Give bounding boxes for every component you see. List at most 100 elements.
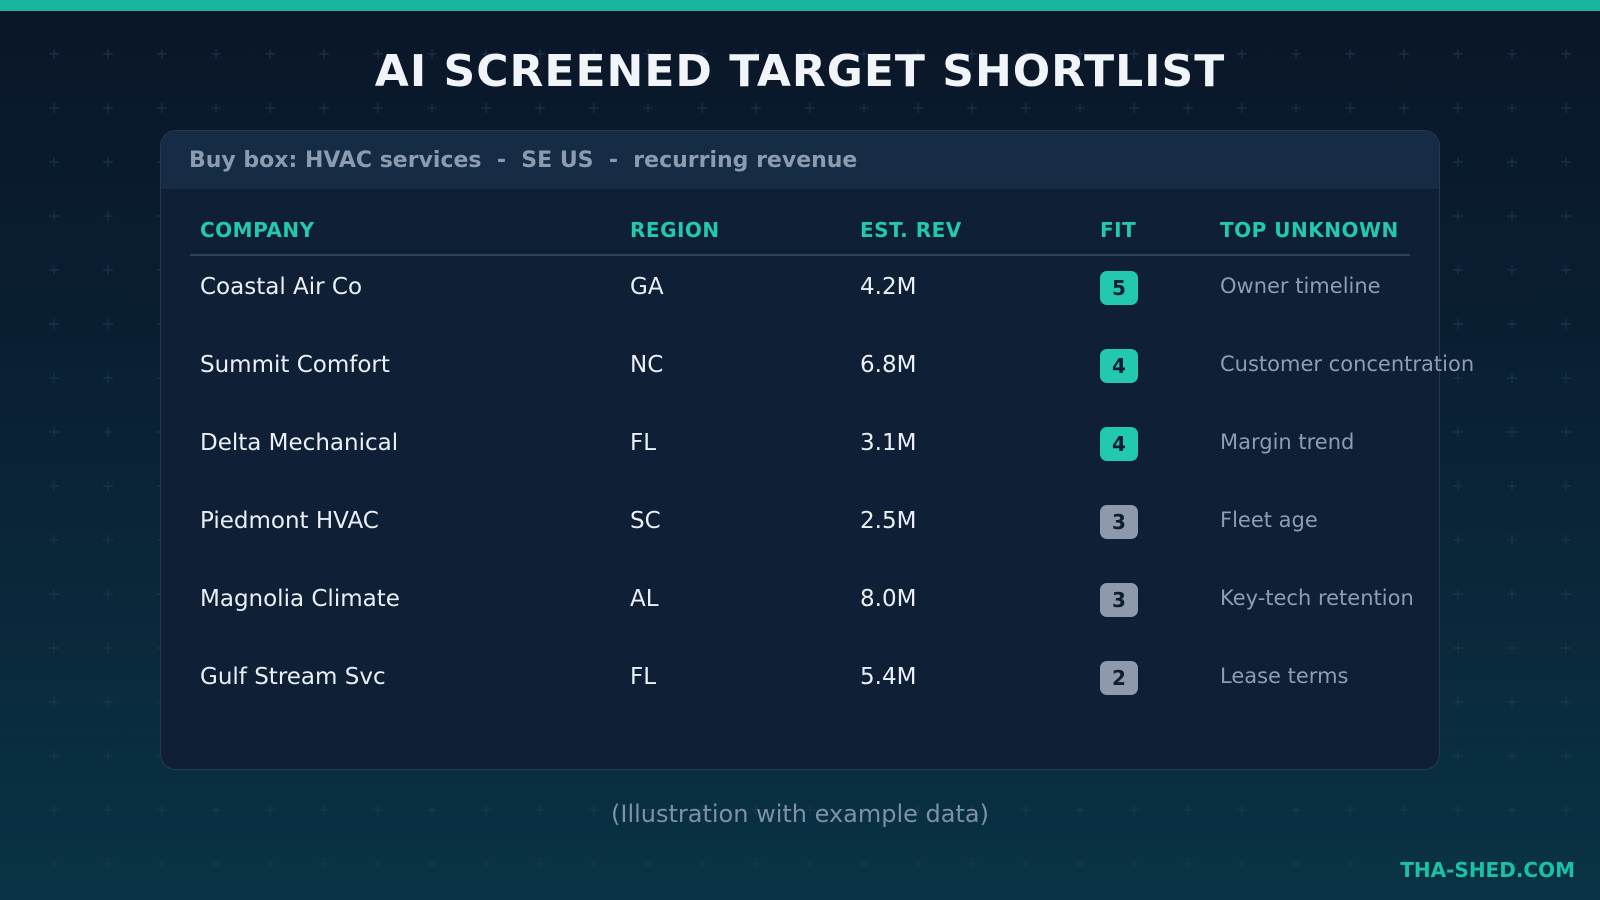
row-top-unknown: Customer concentration xyxy=(1220,352,1475,376)
plus-mark xyxy=(1021,103,1031,113)
plus-mark xyxy=(103,427,113,437)
plus-mark xyxy=(805,805,815,815)
plus-mark xyxy=(49,643,59,653)
plus-mark xyxy=(1291,49,1301,59)
plus-mark xyxy=(1453,157,1463,167)
header-divider xyxy=(190,254,1410,256)
plus-mark xyxy=(1453,859,1463,869)
plus-mark xyxy=(157,103,167,113)
plus-mark xyxy=(697,103,707,113)
plus-mark xyxy=(1561,535,1571,545)
row-company: Piedmont HVAC xyxy=(200,508,379,534)
header-fit: FIT xyxy=(1100,218,1137,242)
plus-mark xyxy=(1291,103,1301,113)
plus-mark xyxy=(49,157,59,167)
footnote: (Illustration with example data) xyxy=(611,800,989,828)
plus-mark xyxy=(1021,49,1031,59)
plus-mark xyxy=(805,859,815,869)
plus-mark xyxy=(1453,589,1463,599)
brand-link[interactable]: THA-SHED.COM xyxy=(1400,858,1575,882)
plus-mark xyxy=(49,103,59,113)
plus-mark xyxy=(49,805,59,815)
plus-mark xyxy=(1453,319,1463,329)
row-region: AL xyxy=(630,586,659,612)
plus-mark xyxy=(1237,805,1247,815)
plus-mark xyxy=(157,49,167,59)
plus-mark xyxy=(1453,49,1463,59)
plus-mark xyxy=(1507,751,1517,761)
buy-box-header: Buy box: HVAC services - SE US - recurri… xyxy=(161,131,1439,189)
fit-score-badge: 4 xyxy=(1100,427,1138,461)
buy-box-label: Buy box: HVAC services - SE US - recurri… xyxy=(189,147,858,173)
plus-mark xyxy=(697,49,707,59)
plus-mark xyxy=(589,859,599,869)
plus-mark xyxy=(1561,589,1571,599)
plus-mark xyxy=(1561,373,1571,383)
plus-mark xyxy=(211,49,221,59)
fit-score-badge: 4 xyxy=(1100,349,1138,383)
plus-mark xyxy=(1345,49,1355,59)
row-top-unknown: Key-tech retention xyxy=(1220,586,1414,610)
fit-score-badge: 5 xyxy=(1100,271,1138,305)
plus-mark xyxy=(103,319,113,329)
plus-mark xyxy=(589,49,599,59)
plus-mark xyxy=(1507,211,1517,221)
plus-mark xyxy=(1507,859,1517,869)
plus-mark xyxy=(859,49,869,59)
plus-mark xyxy=(103,859,113,869)
plus-mark xyxy=(319,49,329,59)
plus-mark xyxy=(49,535,59,545)
row-est-rev: 4.2M xyxy=(860,274,917,300)
plus-mark xyxy=(1561,265,1571,275)
plus-mark xyxy=(1507,697,1517,707)
plus-mark xyxy=(535,103,545,113)
header-top-unknown: TOP UNKNOWN xyxy=(1220,218,1399,242)
plus-mark xyxy=(49,589,59,599)
plus-mark xyxy=(643,103,653,113)
plus-mark xyxy=(211,103,221,113)
row-est-rev: 3.1M xyxy=(860,430,917,456)
plus-mark xyxy=(1129,805,1139,815)
plus-mark xyxy=(1399,805,1409,815)
plus-mark xyxy=(481,805,491,815)
plus-mark xyxy=(1183,859,1193,869)
plus-mark xyxy=(481,103,491,113)
plus-mark xyxy=(1075,859,1085,869)
plus-mark xyxy=(49,211,59,221)
plus-mark xyxy=(913,103,923,113)
plus-mark xyxy=(751,103,761,113)
plus-mark xyxy=(319,859,329,869)
plus-mark xyxy=(103,697,113,707)
row-company: Summit Comfort xyxy=(200,352,390,378)
plus-mark xyxy=(1345,805,1355,815)
plus-mark xyxy=(589,805,599,815)
plus-mark xyxy=(1507,49,1517,59)
plus-mark xyxy=(49,49,59,59)
plus-mark xyxy=(1345,103,1355,113)
plus-mark xyxy=(427,49,437,59)
plus-mark xyxy=(535,49,545,59)
plus-mark xyxy=(643,859,653,869)
plus-mark xyxy=(1561,427,1571,437)
plus-mark xyxy=(967,49,977,59)
plus-mark xyxy=(1291,859,1301,869)
plus-mark xyxy=(1561,697,1571,707)
plus-mark xyxy=(103,643,113,653)
plus-mark xyxy=(1561,805,1571,815)
header-region: REGION xyxy=(630,218,720,242)
plus-mark xyxy=(913,49,923,59)
row-top-unknown: Margin trend xyxy=(1220,430,1355,454)
row-region: NC xyxy=(630,352,664,378)
plus-mark xyxy=(1561,319,1571,329)
row-top-unknown: Fleet age xyxy=(1220,508,1318,532)
plus-mark xyxy=(103,535,113,545)
row-company: Gulf Stream Svc xyxy=(200,664,386,690)
plus-mark xyxy=(157,805,167,815)
plus-mark xyxy=(1399,49,1409,59)
plus-mark xyxy=(805,49,815,59)
plus-mark xyxy=(1291,805,1301,815)
plus-mark xyxy=(1507,589,1517,599)
plus-mark xyxy=(49,859,59,869)
plus-mark xyxy=(1237,859,1247,869)
fit-score-badge: 3 xyxy=(1100,505,1138,539)
